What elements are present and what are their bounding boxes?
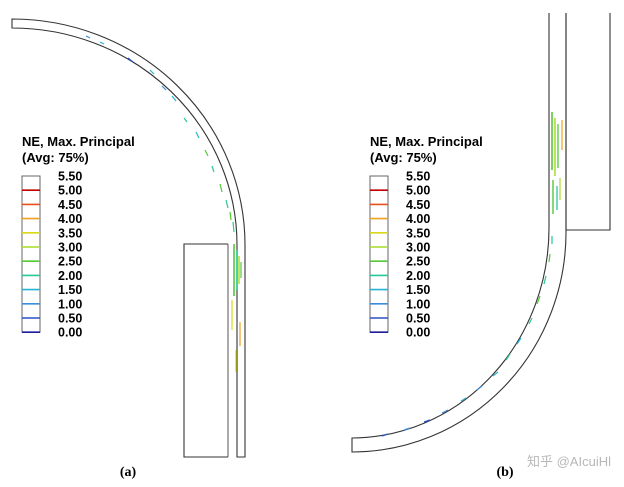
strain-contours-b xyxy=(381,112,563,437)
legend-title-line2: (Avg: 75%) xyxy=(370,150,437,165)
panel-a: NE, Max. Principal (Avg: 75%) 5.505.004.… xyxy=(11,18,246,480)
legend-tick-label: 1.50 xyxy=(406,283,430,297)
legend-title-line2: (Avg: 75%) xyxy=(22,150,89,165)
pipe-wall-a xyxy=(11,18,246,458)
legend-a: NE, Max. Principal (Avg: 75%) 5.505.004.… xyxy=(21,134,135,340)
legend-tick-label: 5.50 xyxy=(406,170,430,184)
legend-tick-label: 2.50 xyxy=(406,255,430,269)
legend-tick-label: 2.00 xyxy=(406,269,430,283)
legend-tick-label: 5.50 xyxy=(58,170,82,184)
legend-ticks: 5.505.004.504.003.503.002.502.001.501.00… xyxy=(406,170,430,340)
legend-title-line1: NE, Max. Principal xyxy=(370,134,483,149)
legend-tick-label: 0.50 xyxy=(58,312,82,326)
legend-ticks: 5.505.004.504.003.503.002.502.001.501.00… xyxy=(58,170,82,340)
legend-swatches xyxy=(21,175,41,334)
legend-tick-label: 1.00 xyxy=(58,297,82,311)
legend-tick-label: 2.50 xyxy=(58,255,82,269)
die-b xyxy=(565,13,611,231)
legend-tick-label: 4.00 xyxy=(406,212,430,226)
legend-tick-label: 3.50 xyxy=(406,226,430,240)
legend-tick-label: 3.50 xyxy=(58,226,82,240)
legend-tick-label: 0.00 xyxy=(406,326,430,340)
legend-tick-label: 3.00 xyxy=(58,241,82,255)
legend-swatches xyxy=(369,175,389,334)
legend-tick-label: 4.50 xyxy=(406,198,430,212)
legend-tick-label: 3.00 xyxy=(406,241,430,255)
watermark-text: 知乎 @AIcuiHl xyxy=(527,454,611,469)
legend-tick-label: 2.00 xyxy=(58,269,82,283)
panel-b: NE, Max. Principal (Avg: 75%) 5.505.004.… xyxy=(351,13,611,480)
legend-frame xyxy=(21,175,41,333)
legend-tick-label: 0.50 xyxy=(406,312,430,326)
legend-tick-label: 0.00 xyxy=(58,326,82,340)
legend-tick-label: 5.00 xyxy=(58,184,82,198)
legend-tick-label: 5.00 xyxy=(406,184,430,198)
legend-tick-label: 4.00 xyxy=(58,212,82,226)
pipe-wall-b xyxy=(351,13,567,453)
legend-b: NE, Max. Principal (Avg: 75%) 5.505.004.… xyxy=(369,134,483,340)
caption-a: (a) xyxy=(120,465,137,480)
strain-contours-a xyxy=(85,35,242,372)
legend-frame xyxy=(369,175,389,333)
caption-b: (b) xyxy=(496,465,513,480)
legend-tick-label: 1.00 xyxy=(406,297,430,311)
die-a xyxy=(183,243,228,458)
legend-tick-label: 1.50 xyxy=(58,283,82,297)
legend-title-line1: NE, Max. Principal xyxy=(22,134,135,149)
legend-tick-label: 4.50 xyxy=(58,198,82,212)
